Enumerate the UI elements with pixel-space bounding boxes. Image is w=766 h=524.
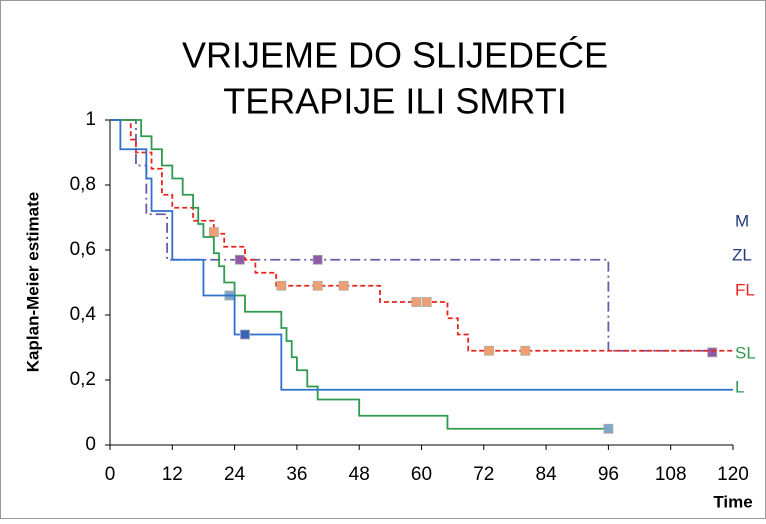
x-tick-label: 36 — [286, 464, 307, 485]
survival-line — [110, 119, 609, 430]
survival-line — [110, 119, 733, 391]
x-tick-label: 96 — [598, 464, 619, 485]
annotation: ZL — [732, 245, 752, 264]
x-tick-label: 84 — [536, 464, 558, 485]
y-tick-label: 0 — [85, 434, 96, 455]
censor-marker — [338, 280, 349, 291]
x-tick-label: 72 — [473, 464, 494, 485]
legend-label: L — [735, 377, 744, 396]
x-axis-label: Time — [713, 492, 752, 511]
y-tick-label: 0,2 — [70, 369, 96, 390]
chart-title: TERAPIJE ILI SMRTI — [223, 81, 566, 122]
survival-line — [110, 119, 733, 352]
x-tick-label: 0 — [105, 464, 116, 485]
censor-marker — [411, 297, 422, 307]
censor-marker — [234, 254, 245, 265]
y-tick-label: 0,6 — [70, 239, 96, 260]
censor-marker — [421, 297, 432, 307]
x-tick-label: 24 — [224, 464, 246, 485]
x-tick-label: 108 — [655, 464, 687, 485]
censor-marker — [484, 345, 494, 356]
censor-marker — [312, 280, 323, 291]
censor-marker — [208, 227, 219, 238]
x-tick-label: 48 — [349, 464, 370, 485]
legend-label: SL — [735, 343, 756, 362]
censor-marker — [603, 423, 614, 434]
censor-marker — [707, 347, 718, 358]
censor-marker — [276, 280, 287, 291]
censor-marker — [312, 254, 323, 265]
chart-title: VRIJEME DO SLIJEDEĆE — [182, 35, 608, 76]
censor-marker — [240, 329, 250, 340]
x-tick-label: 12 — [162, 464, 183, 485]
legend-label: M — [735, 211, 749, 230]
x-tick-label: 120 — [717, 464, 749, 485]
y-tick-label: 1 — [85, 109, 96, 130]
censor-marker — [520, 345, 531, 356]
y-tick-label: 0,8 — [70, 174, 96, 195]
x-tick-label: 60 — [411, 464, 432, 485]
y-axis-label: Kaplan-Meier estimate — [23, 192, 42, 372]
legend-label: FL — [735, 280, 755, 299]
y-tick-label: 0,4 — [70, 304, 97, 325]
